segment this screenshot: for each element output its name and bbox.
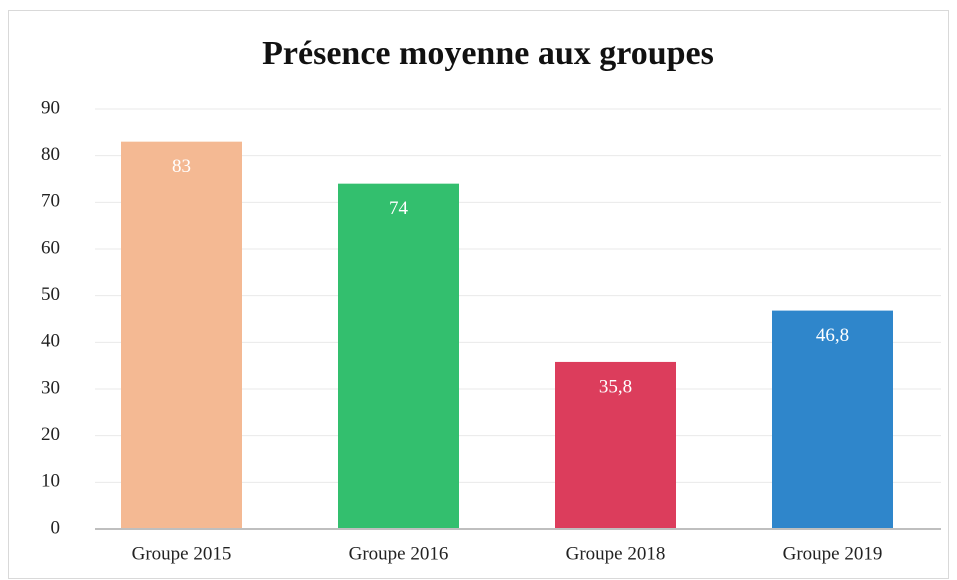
y-tick-label: 60 (41, 237, 60, 258)
x-tick-label: Groupe 2015 (132, 543, 232, 564)
bar (555, 361, 676, 529)
bar (772, 310, 893, 529)
bar (121, 141, 242, 529)
value-label: 46,8 (816, 325, 849, 346)
value-label: 83 (172, 156, 191, 177)
chart-title: Présence moyenne aux groupes (262, 35, 714, 72)
y-tick-label: 10 (41, 471, 60, 492)
y-tick-label: 90 (41, 97, 60, 118)
y-tick-label: 30 (41, 377, 60, 398)
bar (338, 183, 459, 529)
y-tick-label: 80 (41, 144, 60, 165)
value-label: 35,8 (599, 376, 632, 397)
y-tick-label: 40 (41, 331, 60, 352)
value-label: 74 (389, 198, 409, 219)
x-tick-label: Groupe 2016 (349, 543, 449, 564)
x-tick-label: Groupe 2018 (566, 543, 666, 564)
y-tick-label: 50 (41, 284, 60, 305)
y-tick-label: 20 (41, 424, 60, 445)
x-tick-label: Groupe 2019 (783, 543, 883, 564)
y-tick-label: 0 (51, 517, 61, 538)
y-tick-label: 70 (41, 191, 60, 212)
